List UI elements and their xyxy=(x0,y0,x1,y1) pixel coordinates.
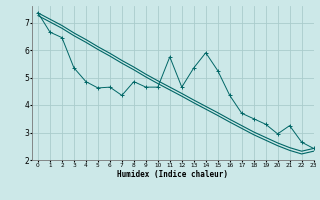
X-axis label: Humidex (Indice chaleur): Humidex (Indice chaleur) xyxy=(117,170,228,179)
